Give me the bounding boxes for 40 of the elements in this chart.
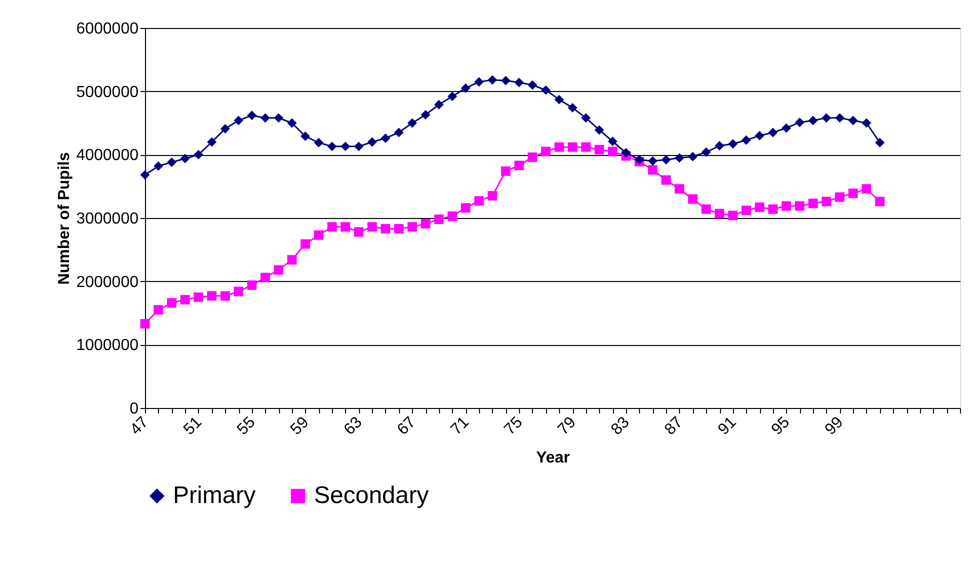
x-tick-label: 59 <box>288 414 312 438</box>
point <box>354 227 364 237</box>
point <box>354 142 364 152</box>
point <box>741 135 751 145</box>
x-tick-label: 71 <box>448 414 473 438</box>
point <box>621 148 631 158</box>
point <box>166 158 176 168</box>
point <box>754 202 764 212</box>
point <box>500 166 510 176</box>
y-axis-title: Number of Pupils <box>56 152 74 285</box>
x-tick-label: 67 <box>394 414 420 438</box>
legend-label: Primary <box>173 482 256 509</box>
x-tick-label: 75 <box>501 414 526 438</box>
point <box>741 206 751 216</box>
point <box>434 214 444 224</box>
x-tick-label: 55 <box>234 414 259 438</box>
x-tick-label: 99 <box>822 414 847 438</box>
x-tick-label: 91 <box>715 414 740 438</box>
x-tick-label: 83 <box>608 414 633 438</box>
point <box>394 224 404 234</box>
point <box>594 144 604 154</box>
x-tick-label: 95 <box>768 414 794 438</box>
y-tick-label: 1000000 <box>76 337 139 354</box>
point <box>661 154 671 164</box>
y-tick-label: 6000000 <box>76 20 139 38</box>
y-tick-label: 4000000 <box>76 147 139 164</box>
legend-label: Secondary <box>314 482 429 509</box>
point <box>594 125 604 135</box>
point <box>500 76 510 86</box>
y-tick-label: 2000000 <box>76 274 139 291</box>
x-tick-label: 63 <box>341 414 366 438</box>
y-tick-label: 3000000 <box>76 210 139 228</box>
y-tick-label: 5000000 <box>76 84 139 101</box>
x-tick-label: 51 <box>180 414 206 438</box>
x-tick-label: 87 <box>662 414 686 438</box>
point <box>380 224 390 234</box>
point <box>420 110 430 120</box>
point <box>140 319 150 329</box>
x-tick-label: 79 <box>554 414 580 438</box>
x-axis-title: Year <box>536 450 570 467</box>
